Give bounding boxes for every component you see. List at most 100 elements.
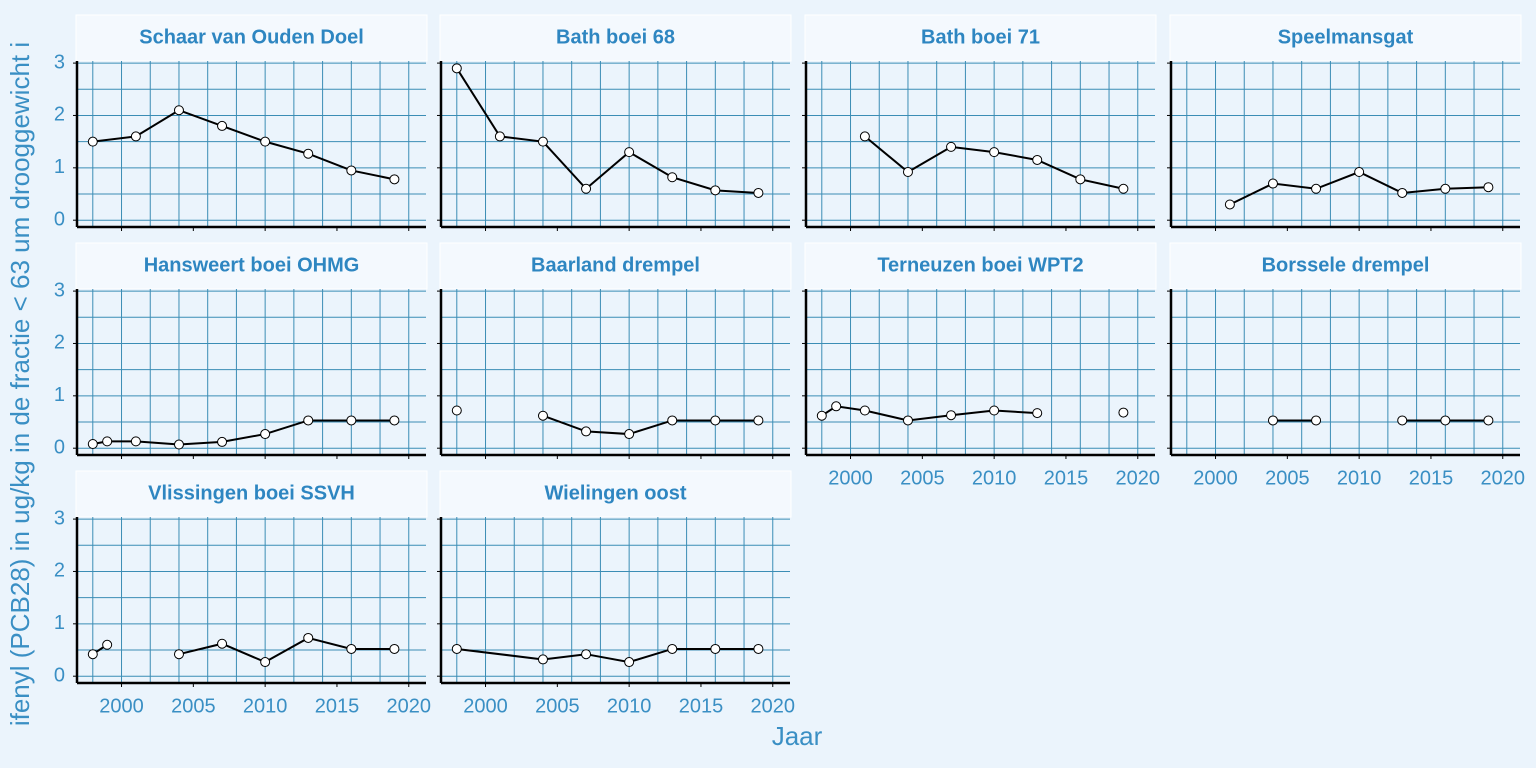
strip-background <box>75 470 428 518</box>
panel-title: Terneuzen boei WPT2 <box>877 254 1083 276</box>
x-tick-label: 2000 <box>1193 467 1238 489</box>
panel-title: Bath boei 68 <box>556 26 675 48</box>
data-point <box>859 405 870 416</box>
x-tick-label: 2000 <box>99 695 144 717</box>
data-point <box>537 136 548 147</box>
x-tick-label: 2020 <box>1116 467 1161 489</box>
data-point <box>581 183 592 194</box>
data-point <box>102 639 113 650</box>
data-point <box>1267 178 1278 189</box>
x-tick-label: 2000 <box>828 467 873 489</box>
x-tick-label: 2010 <box>972 467 1017 489</box>
data-point <box>537 654 548 665</box>
x-axis-label: Jaar <box>772 721 823 751</box>
data-point <box>1311 415 1322 426</box>
data-line <box>455 67 759 194</box>
data-point <box>753 643 764 654</box>
y-tick-label: 2 <box>54 332 65 354</box>
data-point <box>946 141 957 152</box>
strip-background <box>1169 14 1522 62</box>
data-point <box>173 439 184 450</box>
data-point <box>624 429 635 440</box>
strip-background <box>1169 242 1522 290</box>
data-point <box>1483 415 1494 426</box>
data-line <box>92 109 395 181</box>
data-point <box>389 643 400 654</box>
data-point <box>130 131 141 142</box>
data-point <box>87 439 98 450</box>
panel-title: Baarland drempel <box>531 254 700 276</box>
data-point <box>667 172 678 183</box>
data-point <box>989 147 1000 158</box>
panel-title: Schaar van Ouden Doel <box>139 26 364 48</box>
data-point <box>173 105 184 116</box>
data-point <box>1397 415 1408 426</box>
y-tick-label: 1 <box>54 384 65 406</box>
data-point <box>1075 174 1086 185</box>
data-point <box>494 131 505 142</box>
x-tick-label: 2015 <box>315 695 360 717</box>
y-tick-label: 3 <box>54 279 65 301</box>
data-point <box>753 415 764 426</box>
panel-background <box>1171 289 1520 455</box>
panel-background <box>77 517 426 683</box>
data-point <box>753 187 764 198</box>
data-point <box>389 174 400 185</box>
x-tick-label: 2005 <box>1265 467 1310 489</box>
x-tick-label: 2005 <box>171 695 216 717</box>
data-point <box>87 136 98 147</box>
data-point <box>451 63 462 74</box>
data-point <box>537 410 548 421</box>
data-point <box>902 167 913 178</box>
panel-background <box>806 289 1155 455</box>
data-point <box>1440 415 1451 426</box>
data-point <box>946 410 957 421</box>
x-tick-label: 2015 <box>1044 467 1089 489</box>
data-point <box>1440 183 1451 194</box>
data-point <box>130 436 141 447</box>
data-point <box>1311 183 1322 194</box>
data-point <box>624 147 635 158</box>
data-point <box>902 415 913 426</box>
data-point <box>989 405 1000 416</box>
data-point <box>217 638 228 649</box>
data-point <box>667 643 678 654</box>
data-point <box>667 415 678 426</box>
strip-background <box>439 14 792 62</box>
data-point <box>346 415 357 426</box>
panel-title: Speelmansgat <box>1278 26 1414 48</box>
x-tick-label: 2020 <box>387 695 432 717</box>
panel-background <box>1171 61 1520 227</box>
y-tick-label: 2 <box>54 104 65 126</box>
data-point <box>1118 407 1129 418</box>
data-point <box>102 436 113 447</box>
data-point <box>451 405 462 416</box>
data-point <box>217 120 228 131</box>
data-point <box>1032 408 1043 419</box>
data-point <box>173 649 184 660</box>
data-point <box>303 632 314 643</box>
data-point <box>1032 154 1043 165</box>
y-tick-label: 0 <box>54 208 65 230</box>
data-point <box>346 643 357 654</box>
y-axis-label: ifenyl (PCB28) in ug/kg in de fractie < … <box>5 42 35 726</box>
data-point <box>217 436 228 447</box>
y-tick-label: 1 <box>54 612 65 634</box>
x-tick-label: 2010 <box>607 695 652 717</box>
panel-background <box>441 61 790 227</box>
data-point <box>710 185 721 196</box>
strip-background <box>804 14 1157 62</box>
x-tick-label: 2000 <box>463 695 508 717</box>
data-point <box>624 657 635 668</box>
panel-title: Wielingen oost <box>544 482 686 504</box>
x-tick-label: 2010 <box>243 695 288 717</box>
data-point <box>346 165 357 176</box>
data-point <box>581 649 592 660</box>
data-point <box>389 415 400 426</box>
panel-background <box>441 517 790 683</box>
panel-title: Bath boei 71 <box>921 26 1040 48</box>
strip-background <box>75 14 428 62</box>
panel-background <box>441 289 790 455</box>
data-point <box>1483 182 1494 193</box>
x-tick-label: 2020 <box>1481 467 1526 489</box>
